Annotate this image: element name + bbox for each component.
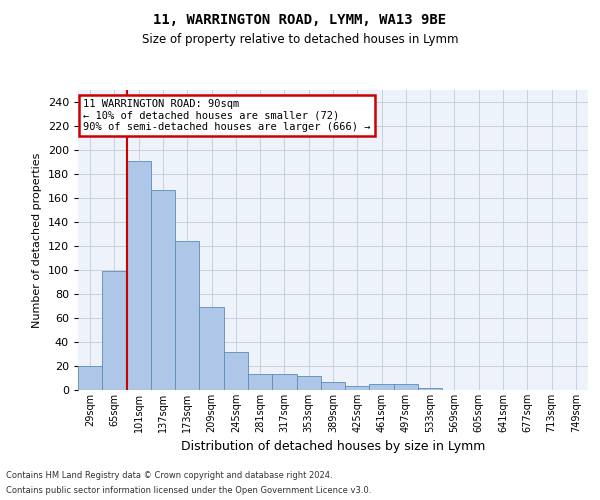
Bar — [296, 376, 321, 390]
Bar — [78, 366, 102, 390]
Bar — [127, 161, 151, 390]
Bar — [102, 271, 127, 390]
Text: Size of property relative to detached houses in Lymm: Size of property relative to detached ho… — [142, 32, 458, 46]
Bar — [345, 386, 370, 390]
Bar — [248, 374, 272, 390]
Bar — [199, 307, 224, 390]
Bar — [418, 388, 442, 390]
Bar — [370, 384, 394, 390]
Text: Contains public sector information licensed under the Open Government Licence v3: Contains public sector information licen… — [6, 486, 371, 495]
Bar — [321, 382, 345, 390]
Bar — [151, 190, 175, 390]
Bar — [175, 241, 199, 390]
Bar — [224, 352, 248, 390]
Y-axis label: Number of detached properties: Number of detached properties — [32, 152, 42, 328]
Bar — [394, 384, 418, 390]
Bar — [272, 374, 296, 390]
Text: 11 WARRINGTON ROAD: 90sqm
← 10% of detached houses are smaller (72)
90% of semi-: 11 WARRINGTON ROAD: 90sqm ← 10% of detac… — [83, 99, 371, 132]
Text: Contains HM Land Registry data © Crown copyright and database right 2024.: Contains HM Land Registry data © Crown c… — [6, 471, 332, 480]
X-axis label: Distribution of detached houses by size in Lymm: Distribution of detached houses by size … — [181, 440, 485, 454]
Text: 11, WARRINGTON ROAD, LYMM, WA13 9BE: 11, WARRINGTON ROAD, LYMM, WA13 9BE — [154, 12, 446, 26]
